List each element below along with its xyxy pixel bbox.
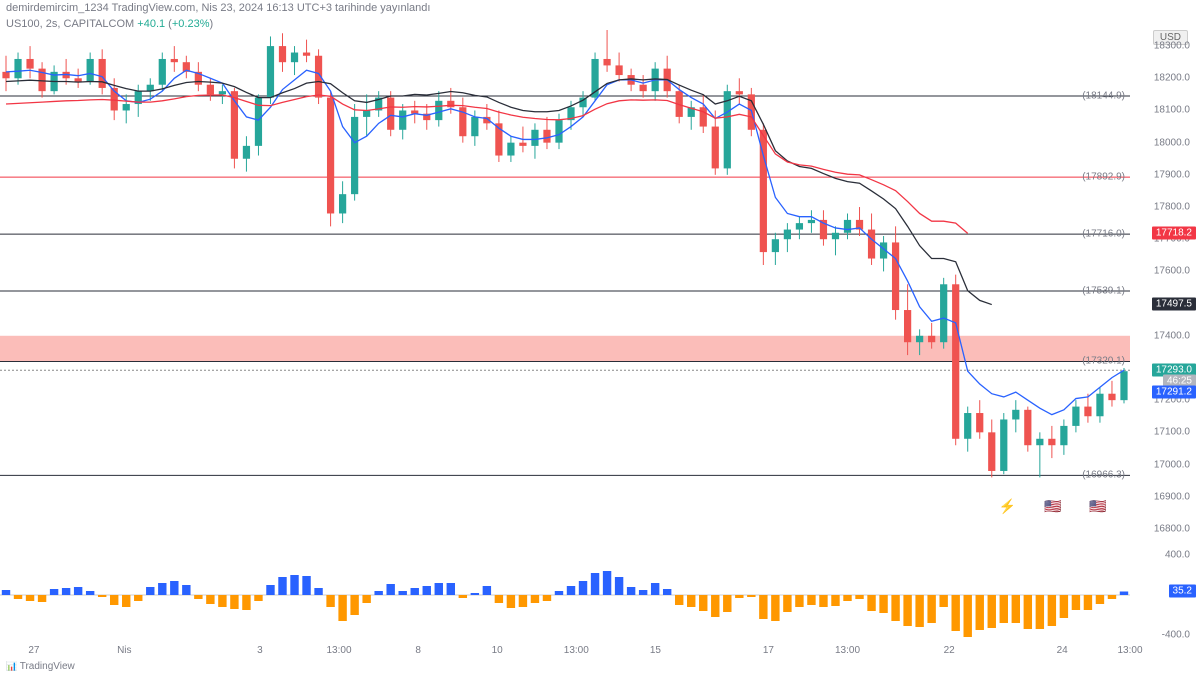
y-tick: 16900.0 bbox=[1154, 491, 1190, 502]
y-tick: 18000.0 bbox=[1154, 137, 1190, 148]
event-icon[interactable]: 🇺🇸 bbox=[1089, 498, 1106, 515]
main-chart[interactable] bbox=[0, 30, 1130, 545]
time-label: 15 bbox=[650, 645, 661, 656]
y-tick: 17600.0 bbox=[1154, 266, 1190, 277]
y-tick: 18100.0 bbox=[1154, 105, 1190, 116]
y-tick: 17800.0 bbox=[1154, 202, 1190, 213]
symbol-change-pct: +0.23% bbox=[172, 18, 210, 30]
time-axis[interactable]: 27Nis313:0081013:00151713:00222413:00 bbox=[0, 645, 1130, 660]
y-tick: 17000.0 bbox=[1154, 459, 1190, 470]
time-label: 3 bbox=[257, 645, 263, 656]
event-icon[interactable]: ⚡ bbox=[999, 498, 1016, 515]
hline-label: (18144.9) bbox=[1082, 91, 1125, 102]
price-axis[interactable]: 18300.0 18200.0 18100.0 18000.0 17900.0 17800… bbox=[1130, 30, 1200, 545]
time-label: 13:00 bbox=[835, 645, 860, 656]
hline-label: (17716.0) bbox=[1082, 229, 1125, 240]
symbol-timeframe: 2s bbox=[46, 18, 58, 30]
sub-tag: 35.2 bbox=[1169, 585, 1196, 598]
time-label: 10 bbox=[492, 645, 503, 656]
sub-y-tick: 400.0 bbox=[1165, 550, 1190, 561]
hline-label: (16966.3) bbox=[1082, 470, 1125, 481]
time-label: 8 bbox=[415, 645, 421, 656]
tradingview-watermark: TradingView bbox=[6, 661, 75, 672]
time-label: 13:00 bbox=[564, 645, 589, 656]
time-label: 27 bbox=[28, 645, 39, 656]
time-label: Nis bbox=[117, 645, 131, 656]
hline-label: (17320.1) bbox=[1082, 356, 1125, 367]
y-tick: 17100.0 bbox=[1154, 427, 1190, 438]
symbol-change: +40.1 bbox=[137, 18, 165, 30]
hline-label: (17892.9) bbox=[1082, 172, 1125, 183]
symbol-info: US100, 2s, CAPITALCOM +40.1 (+0.23%) bbox=[6, 18, 213, 30]
price-tag: 17291.2 bbox=[1152, 386, 1196, 399]
time-label: 13:00 bbox=[1117, 645, 1142, 656]
y-tick: 17400.0 bbox=[1154, 330, 1190, 341]
sub-chart-macd[interactable] bbox=[0, 545, 1130, 645]
symbol-exchange: CAPITALCOM bbox=[64, 18, 135, 30]
time-label: 24 bbox=[1057, 645, 1068, 656]
header-text: demirdemircim_1234 TradingView.com, Nis … bbox=[6, 2, 430, 14]
y-tick: 17900.0 bbox=[1154, 169, 1190, 180]
symbol-ticker: US100 bbox=[6, 18, 40, 30]
y-tick: 18300.0 bbox=[1154, 41, 1190, 52]
time-label: 22 bbox=[944, 645, 955, 656]
y-tick: 18200.0 bbox=[1154, 73, 1190, 84]
hline-label: (17539.1) bbox=[1082, 286, 1125, 297]
price-tag: 17718.2 bbox=[1152, 227, 1196, 240]
price-tag: 17497.5 bbox=[1152, 298, 1196, 311]
time-label: 13:00 bbox=[326, 645, 351, 656]
time-label: 17 bbox=[763, 645, 774, 656]
y-tick: 16800.0 bbox=[1154, 523, 1190, 534]
sub-y-tick: -400.0 bbox=[1162, 630, 1190, 641]
event-icon[interactable]: 🇺🇸 bbox=[1044, 498, 1061, 515]
